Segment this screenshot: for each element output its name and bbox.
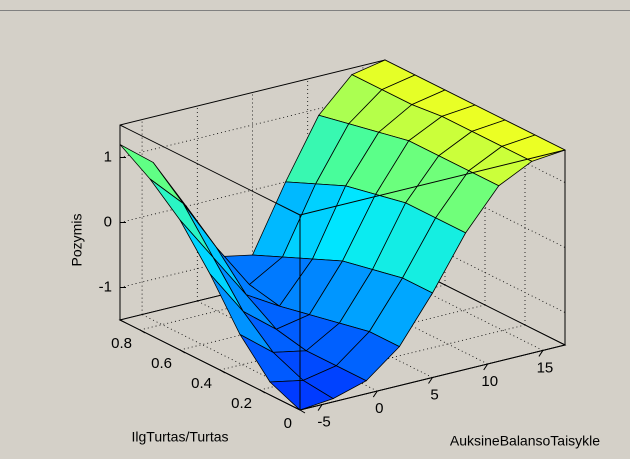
x-tick-label: 10 [481, 373, 498, 390]
y-axis-label: IlgTurtas/Turtas [132, 429, 229, 445]
x-tick-label: 15 [537, 359, 554, 376]
z-tick-label: 1 [104, 148, 112, 165]
x-tick [372, 390, 378, 398]
surface-patch [269, 379, 335, 411]
y-tick [219, 369, 226, 374]
box-edge [119, 124, 301, 216]
x-tick [538, 350, 544, 357]
x-axis-label: AuksineBalansoTaisykle [450, 433, 600, 449]
y-tick-label: 0 [284, 415, 292, 432]
box-edge [299, 149, 566, 216]
y-tick [259, 389, 266, 394]
z-tick-label: -1 [99, 278, 112, 295]
grid-line [384, 222, 566, 313]
grid-line [119, 157, 386, 223]
y-tick-label: 0.8 [111, 335, 132, 352]
x-tick-label: 5 [430, 386, 438, 403]
grid-line [141, 314, 323, 405]
y-tick-label: 0.2 [231, 395, 252, 412]
grid-line [119, 92, 386, 158]
y-tick-label: 0.6 [151, 355, 172, 372]
z-tick-label: 0 [104, 213, 112, 230]
x-tick [428, 377, 433, 384]
y-tick-label: 0.4 [191, 375, 212, 392]
x-tick-label: -5 [317, 414, 330, 431]
y-tick [299, 409, 306, 414]
z-axis-label: Pozymis [69, 214, 85, 267]
x-tick [483, 363, 489, 371]
y-tick [139, 329, 146, 334]
x-tick [317, 404, 323, 411]
x-tick-label: 0 [375, 400, 383, 417]
grid-line [362, 260, 544, 351]
box-edge [119, 319, 301, 411]
grid-line [259, 324, 526, 391]
y-tick [179, 349, 186, 354]
